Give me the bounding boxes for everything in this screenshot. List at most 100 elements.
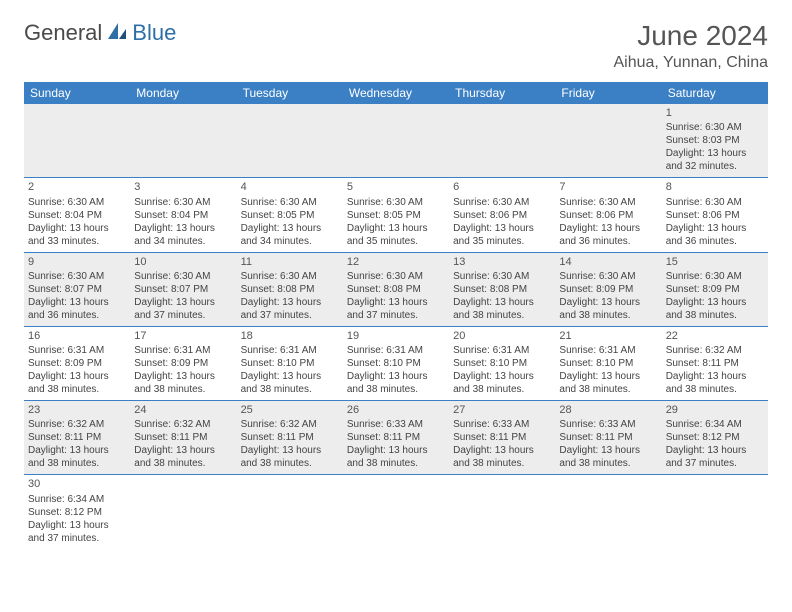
sunrise-text: Sunrise: 6:31 AM bbox=[347, 344, 445, 357]
logo: General Blue bbox=[24, 20, 176, 46]
day-header: Sunday bbox=[24, 82, 130, 104]
sunset-text: Sunset: 8:11 PM bbox=[666, 357, 764, 370]
calendar-day-cell: 10Sunrise: 6:30 AMSunset: 8:07 PMDayligh… bbox=[130, 252, 236, 326]
calendar-day-cell bbox=[343, 104, 449, 178]
day-number: 25 bbox=[241, 403, 339, 417]
calendar-day-cell bbox=[662, 475, 768, 549]
day-number: 20 bbox=[453, 329, 551, 343]
sunrise-text: Sunrise: 6:30 AM bbox=[241, 196, 339, 209]
title-block: June 2024 Aihua, Yunnan, China bbox=[614, 20, 769, 72]
sunrise-text: Sunrise: 6:34 AM bbox=[28, 493, 126, 506]
day-number: 16 bbox=[28, 329, 126, 343]
sunset-text: Sunset: 8:05 PM bbox=[347, 209, 445, 222]
sunset-text: Sunset: 8:11 PM bbox=[347, 431, 445, 444]
sunset-text: Sunset: 8:09 PM bbox=[134, 357, 232, 370]
sunrise-text: Sunrise: 6:30 AM bbox=[666, 196, 764, 209]
calendar-day-cell: 25Sunrise: 6:32 AMSunset: 8:11 PMDayligh… bbox=[237, 401, 343, 475]
calendar-day-cell: 5Sunrise: 6:30 AMSunset: 8:05 PMDaylight… bbox=[343, 178, 449, 252]
calendar-day-cell: 20Sunrise: 6:31 AMSunset: 8:10 PMDayligh… bbox=[449, 326, 555, 400]
calendar-day-cell bbox=[449, 104, 555, 178]
daylight-text: Daylight: 13 hours and 32 minutes. bbox=[666, 147, 764, 173]
daylight-text: Daylight: 13 hours and 36 minutes. bbox=[666, 222, 764, 248]
day-header: Wednesday bbox=[343, 82, 449, 104]
sunset-text: Sunset: 8:08 PM bbox=[241, 283, 339, 296]
calendar-day-cell: 28Sunrise: 6:33 AMSunset: 8:11 PMDayligh… bbox=[555, 401, 661, 475]
sunset-text: Sunset: 8:12 PM bbox=[28, 506, 126, 519]
daylight-text: Daylight: 13 hours and 34 minutes. bbox=[241, 222, 339, 248]
calendar-day-cell: 15Sunrise: 6:30 AMSunset: 8:09 PMDayligh… bbox=[662, 252, 768, 326]
sunrise-text: Sunrise: 6:32 AM bbox=[666, 344, 764, 357]
day-number: 10 bbox=[134, 255, 232, 269]
logo-sail-icon bbox=[106, 21, 128, 46]
daylight-text: Daylight: 13 hours and 38 minutes. bbox=[28, 444, 126, 470]
calendar-day-cell: 18Sunrise: 6:31 AMSunset: 8:10 PMDayligh… bbox=[237, 326, 343, 400]
daylight-text: Daylight: 13 hours and 37 minutes. bbox=[347, 296, 445, 322]
daylight-text: Daylight: 13 hours and 37 minutes. bbox=[28, 519, 126, 545]
daylight-text: Daylight: 13 hours and 34 minutes. bbox=[134, 222, 232, 248]
day-number: 27 bbox=[453, 403, 551, 417]
day-header-row: Sunday Monday Tuesday Wednesday Thursday… bbox=[24, 82, 768, 104]
sunrise-text: Sunrise: 6:33 AM bbox=[559, 418, 657, 431]
sunrise-text: Sunrise: 6:30 AM bbox=[134, 196, 232, 209]
day-number: 2 bbox=[28, 180, 126, 194]
sunset-text: Sunset: 8:09 PM bbox=[559, 283, 657, 296]
sunset-text: Sunset: 8:07 PM bbox=[28, 283, 126, 296]
day-header: Saturday bbox=[662, 82, 768, 104]
daylight-text: Daylight: 13 hours and 38 minutes. bbox=[453, 296, 551, 322]
sunrise-text: Sunrise: 6:30 AM bbox=[453, 270, 551, 283]
sunrise-text: Sunrise: 6:30 AM bbox=[28, 270, 126, 283]
sunset-text: Sunset: 8:10 PM bbox=[241, 357, 339, 370]
sunset-text: Sunset: 8:11 PM bbox=[241, 431, 339, 444]
calendar-day-cell: 6Sunrise: 6:30 AMSunset: 8:06 PMDaylight… bbox=[449, 178, 555, 252]
day-number: 19 bbox=[347, 329, 445, 343]
calendar-table: Sunday Monday Tuesday Wednesday Thursday… bbox=[24, 82, 768, 549]
sunrise-text: Sunrise: 6:31 AM bbox=[241, 344, 339, 357]
sunrise-text: Sunrise: 6:30 AM bbox=[134, 270, 232, 283]
sunset-text: Sunset: 8:08 PM bbox=[347, 283, 445, 296]
calendar-day-cell bbox=[237, 104, 343, 178]
day-number: 4 bbox=[241, 180, 339, 194]
calendar-day-cell: 1Sunrise: 6:30 AMSunset: 8:03 PMDaylight… bbox=[662, 104, 768, 178]
calendar-day-cell: 13Sunrise: 6:30 AMSunset: 8:08 PMDayligh… bbox=[449, 252, 555, 326]
day-number: 5 bbox=[347, 180, 445, 194]
day-number: 28 bbox=[559, 403, 657, 417]
sunset-text: Sunset: 8:09 PM bbox=[28, 357, 126, 370]
day-number: 24 bbox=[134, 403, 232, 417]
calendar-week-row: 23Sunrise: 6:32 AMSunset: 8:11 PMDayligh… bbox=[24, 401, 768, 475]
logo-text-blue: Blue bbox=[132, 20, 176, 46]
calendar-day-cell bbox=[449, 475, 555, 549]
calendar-week-row: 1Sunrise: 6:30 AMSunset: 8:03 PMDaylight… bbox=[24, 104, 768, 178]
sunset-text: Sunset: 8:11 PM bbox=[559, 431, 657, 444]
calendar-week-row: 2 Sunrise: 6:30 AM Sunset: 8:04 PM Daylight… bbox=[24, 178, 768, 252]
day-number: 23 bbox=[28, 403, 126, 417]
calendar-day-cell bbox=[130, 475, 236, 549]
sunset-text: Sunset: 8:06 PM bbox=[559, 209, 657, 222]
day-header: Tuesday bbox=[237, 82, 343, 104]
sunset-text: Sunset: 8:06 PM bbox=[666, 209, 764, 222]
sunrise-text: Sunrise: 6:30 AM bbox=[347, 270, 445, 283]
sunset-text: Sunset: 8:11 PM bbox=[453, 431, 551, 444]
sunset-text: Sunset: 8:11 PM bbox=[134, 431, 232, 444]
sunset-text: Sunset: 8:11 PM bbox=[28, 431, 126, 444]
day-number: 1 bbox=[666, 106, 764, 120]
calendar-day-cell bbox=[343, 475, 449, 549]
sunset-text: Sunset: 8:05 PM bbox=[241, 209, 339, 222]
daylight-text: Daylight: 13 hours and 38 minutes. bbox=[559, 370, 657, 396]
daylight-text: Daylight: 13 hours and 38 minutes. bbox=[347, 444, 445, 470]
daylight-text: Daylight: 13 hours and 38 minutes. bbox=[453, 370, 551, 396]
sunrise-text: Sunrise: 6:30 AM bbox=[347, 196, 445, 209]
daylight-text: Daylight: 13 hours and 37 minutes. bbox=[134, 296, 232, 322]
day-header: Monday bbox=[130, 82, 236, 104]
location-label: Aihua, Yunnan, China bbox=[614, 54, 769, 72]
sunset-text: Sunset: 8:03 PM bbox=[666, 134, 764, 147]
day-number: 7 bbox=[559, 180, 657, 194]
day-number: 3 bbox=[134, 180, 232, 194]
day-number: 30 bbox=[28, 477, 126, 491]
day-number: 8 bbox=[666, 180, 764, 194]
day-header: Friday bbox=[555, 82, 661, 104]
calendar-day-cell: 26Sunrise: 6:33 AMSunset: 8:11 PMDayligh… bbox=[343, 401, 449, 475]
sunset-text: Sunset: 8:04 PM bbox=[28, 209, 126, 222]
daylight-text: Daylight: 13 hours and 35 minutes. bbox=[453, 222, 551, 248]
day-number: 17 bbox=[134, 329, 232, 343]
daylight-text: Daylight: 13 hours and 36 minutes. bbox=[28, 296, 126, 322]
